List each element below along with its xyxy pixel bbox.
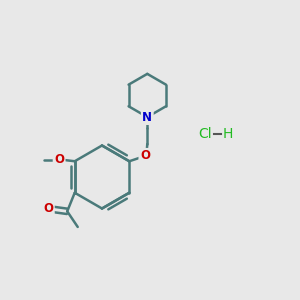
Text: N: N: [142, 111, 152, 124]
Text: O: O: [43, 202, 53, 215]
Text: Cl: Cl: [199, 127, 212, 140]
Text: O: O: [54, 153, 64, 166]
Text: O: O: [140, 149, 150, 162]
Text: H: H: [222, 127, 233, 140]
